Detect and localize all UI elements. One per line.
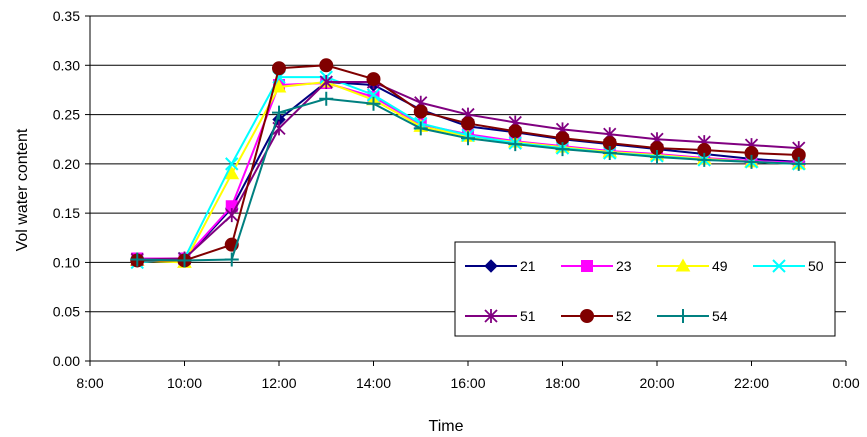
y-tick-label: 0.00 [53,353,80,369]
x-tick-label: 16:00 [450,375,485,391]
legend-item-52: 52 [561,308,632,324]
x-tick-label: 12:00 [261,375,296,391]
data-point-x [366,88,381,102]
y-tick-label: 0.15 [53,205,80,221]
data-point-circle [461,116,475,131]
data-point-circle [508,124,523,139]
data-point-x [772,259,786,273]
data-point-circle [272,61,286,76]
x-tick-label: 0:00 [832,375,859,391]
legend-item-54: 54 [657,308,728,324]
x-tick-label: 20:00 [639,375,674,391]
x-tick-label: 22:00 [734,375,769,391]
data-point-plus [272,105,286,120]
legend-item-23: 23 [561,258,632,274]
data-point-plus [676,309,690,323]
legend-label: 23 [616,258,632,274]
data-point-triangle [271,79,287,93]
data-point-plus [319,91,334,106]
legend-label: 54 [712,308,728,324]
legend: 21 23 49 50 51 52 54 [454,241,836,337]
legend-label: 21 [520,258,536,274]
x-tick-label: 18:00 [545,375,580,391]
data-point-circle [413,104,428,119]
data-point-plus [130,252,145,267]
axes [85,15,847,366]
data-point-plus [650,149,664,164]
x-tick-label: 10:00 [167,375,202,391]
data-point-circle [580,309,594,323]
data-point-plus [744,154,759,169]
data-point-triangle [675,258,691,272]
data-point-plus [697,152,712,167]
data-point-plus [791,156,806,171]
data-point-star [484,309,498,323]
series-group [129,58,807,270]
data-point-plus [508,137,523,152]
y-tick-label: 0.25 [53,107,80,123]
data-point-plus [602,146,617,161]
data-point-circle [319,58,334,73]
legend-item-21: 21 [465,258,536,274]
series-54 [130,91,806,268]
legend-box [454,241,836,337]
data-point-plus [413,121,428,136]
data-point-x [225,157,239,171]
x-tick-labels: 8:00 10:00 12:00 14:00 16:00 18:00 20:00 22:00 0… [76,375,859,391]
data-point-star [319,75,333,90]
y-tick-label: 0.05 [53,304,80,320]
data-point-star [225,208,239,223]
x-tick-label: 14:00 [356,375,391,391]
data-point-plus [461,131,475,146]
y-axis-label: Vol water content [14,128,31,251]
data-point-plus [366,96,381,111]
y-tick-labels: 0.00 0.05 0.10 0.15 0.20 0.25 0.30 0.35 [53,8,80,369]
series-52 [130,58,806,268]
data-point-square [581,260,593,272]
y-tick-label: 0.30 [53,57,80,73]
data-point-triangle [224,166,240,180]
data-point-circle [366,72,381,87]
data-point-diamond [484,259,498,273]
data-point-plus [224,252,239,267]
y-tick-label: 0.10 [53,254,80,270]
legend-label: 49 [712,258,728,274]
legend-item-51: 51 [465,308,536,324]
y-tick-label: 0.20 [53,156,80,172]
y-tick-label: 0.35 [53,8,80,24]
legend-label: 50 [808,258,824,274]
data-point-plus [177,253,192,268]
data-point-plus [555,142,570,157]
legend-label: 52 [616,308,632,324]
legend-item-50: 50 [753,258,824,274]
x-axis-label: Time [429,418,464,435]
legend-label: 51 [520,308,536,324]
x-tick-label: 8:00 [76,375,103,391]
legend-item-49: 49 [657,258,728,274]
